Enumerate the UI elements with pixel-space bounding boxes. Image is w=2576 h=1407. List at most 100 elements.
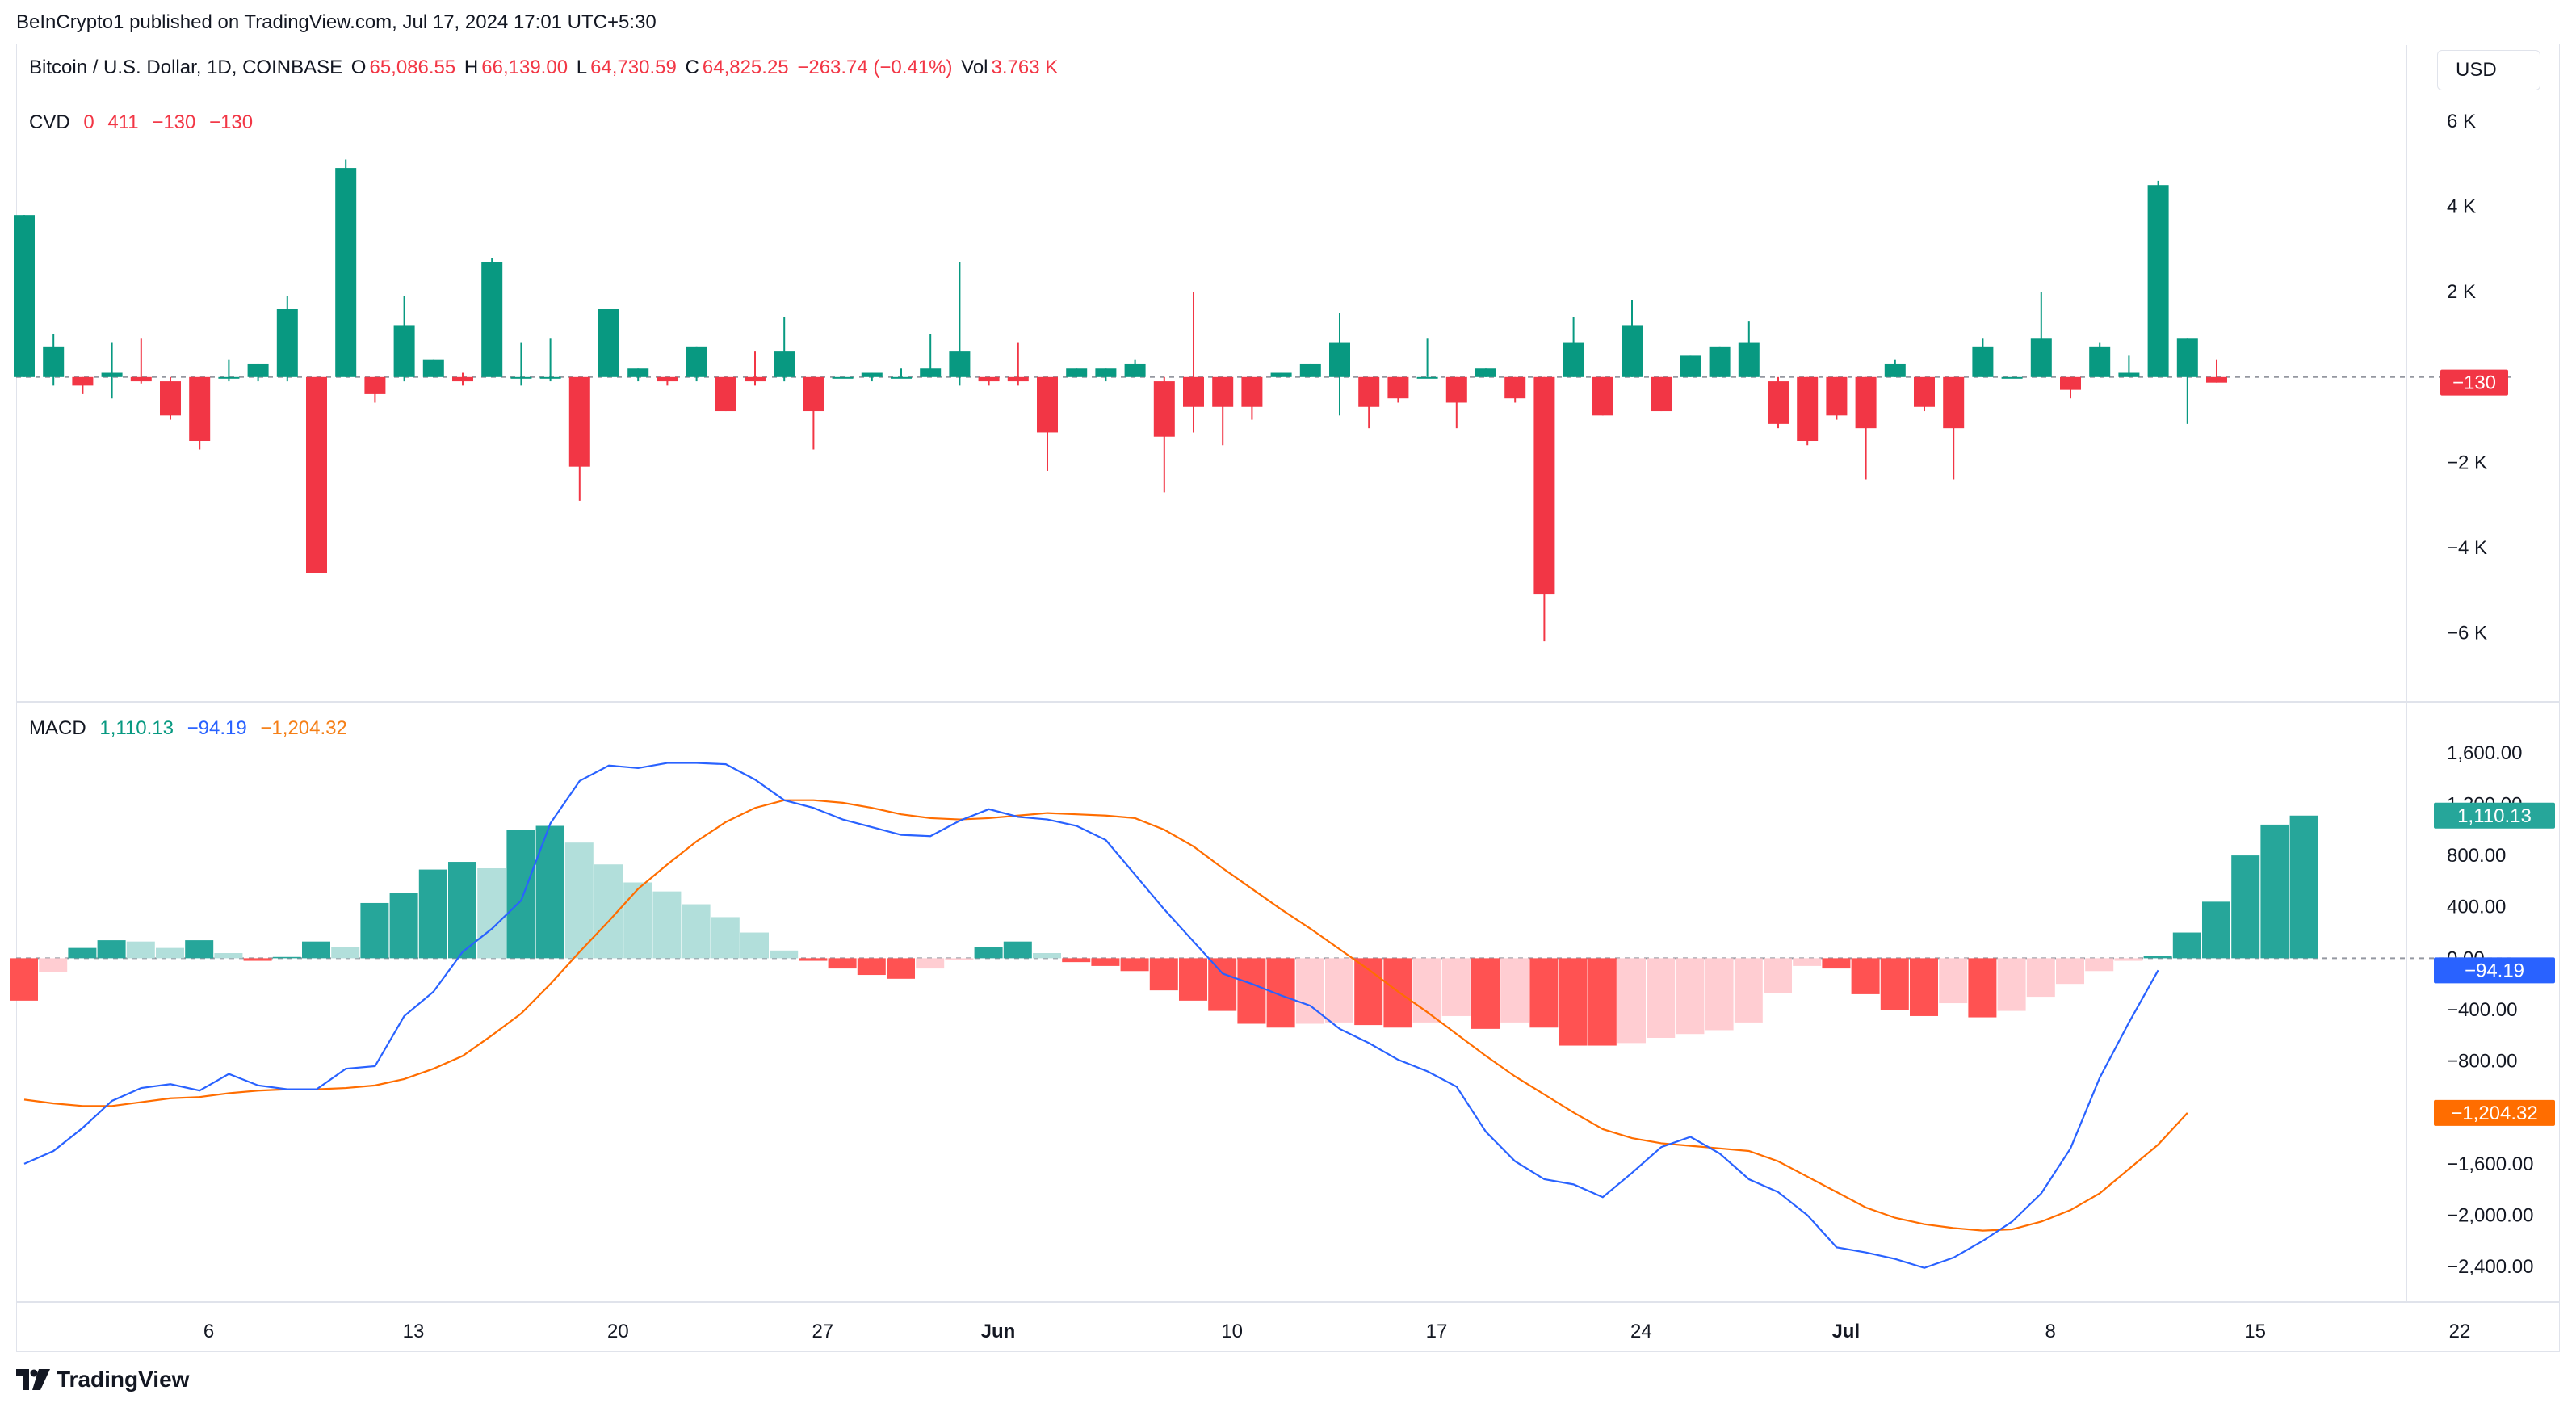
macd-histogram-bar <box>1734 958 1763 1023</box>
time-axis-label: 24 <box>1630 1321 1652 1342</box>
macd-histogram-bar <box>1676 958 1705 1035</box>
cvd-candle <box>1270 372 1292 377</box>
cvd-candle <box>218 376 240 379</box>
macd-axis-label: 400.00 <box>2447 897 2506 918</box>
cvd-candle <box>2060 376 2081 390</box>
cvd-candle <box>891 376 912 379</box>
macd-histogram-bar <box>1325 958 1353 1023</box>
macd-histogram-bar <box>1120 958 1149 972</box>
macd-line-value: −94.19 <box>187 717 247 739</box>
macd-histogram-bar <box>68 947 97 959</box>
cvd-legend[interactable]: CVD 0 411 −130 −130 <box>29 111 261 134</box>
macd-histogram-bar <box>799 958 828 961</box>
macd-histogram-bar <box>2231 855 2260 959</box>
open-label: O <box>350 57 367 78</box>
cvd-axis-label: −6 K <box>2447 623 2487 645</box>
symbol-header: Bitcoin / U.S. Dollar, 1D, COINBASE O 65,… <box>29 57 1061 79</box>
macd-histogram-bar <box>2202 901 2230 959</box>
macd-histogram-bar <box>2085 958 2114 972</box>
macd-line-tag-box <box>2434 957 2555 984</box>
macd-histogram-bar <box>652 891 682 959</box>
cvd-candle <box>686 346 707 377</box>
cvd-candle <box>189 376 211 441</box>
cvd-candle <box>1738 342 1760 377</box>
cvd-last-tag-box <box>2440 369 2508 396</box>
macd-histogram-bar <box>389 892 418 959</box>
macd-histogram-bar <box>2289 815 2318 959</box>
pane-divider[interactable] <box>16 701 2560 703</box>
time-axis-label: 22 <box>2449 1321 2471 1342</box>
cvd-candle <box>1622 326 1643 377</box>
cvd-candle <box>1504 376 1526 399</box>
macd-histogram-bar <box>1880 958 1909 1010</box>
macd-histogram-bar <box>1033 953 1061 959</box>
macd-histogram-bar <box>1764 958 1792 993</box>
macd-legend[interactable]: MACD 1,110.13 −94.19 −1,204.32 <box>29 717 355 740</box>
time-axis-label: 10 <box>1221 1321 1243 1342</box>
macd-histogram-bar <box>477 868 506 959</box>
open-value: 65,086.55 <box>369 57 456 78</box>
cvd-candle <box>43 346 65 377</box>
macd-axis-label: −800.00 <box>2447 1051 2517 1073</box>
macd-histogram-bar <box>1383 958 1412 1028</box>
cvd-candle <box>2001 376 2023 379</box>
macd-histogram-bar <box>1559 958 1588 1046</box>
cvd-last-tag: −130 <box>2452 372 2496 394</box>
volume-value: 3.763 K <box>991 57 1059 78</box>
macd-histogram-bar <box>945 958 974 960</box>
cvd-candle <box>1855 376 1877 429</box>
tradingview-brand: TradingView <box>57 1367 190 1392</box>
cvd-candle <box>481 262 503 377</box>
macd-histogram-bar <box>214 953 243 959</box>
cvd-candle <box>920 368 942 377</box>
cvd-candle <box>861 372 883 377</box>
macd-histogram-value: 1,110.13 <box>99 717 174 739</box>
macd-axis-label: −400.00 <box>2447 999 2517 1021</box>
macd-histogram-bar <box>243 958 272 961</box>
time-axis-label: 20 <box>607 1321 629 1342</box>
cvd-candle <box>276 309 298 377</box>
cvd-candle <box>1358 376 1380 407</box>
time-axis-label: 13 <box>403 1321 425 1342</box>
macd-histogram-bar <box>564 842 594 959</box>
macd-histogram-bar <box>1149 958 1178 991</box>
macd-signal-tag: −1,204.32 <box>2451 1102 2537 1124</box>
macd-line-tag: −94.19 <box>2465 960 2524 981</box>
tradingview-logo-icon <box>16 1369 50 1390</box>
cvd-candle <box>2089 346 2111 377</box>
cvd-candle <box>1387 376 1409 399</box>
macd-histogram-bar <box>1091 958 1120 966</box>
cvd-axis-label: −4 K <box>2447 537 2487 559</box>
cvd-candle <box>539 376 561 379</box>
macd-axis-label: 800.00 <box>2447 845 2506 867</box>
cvd-candle <box>1680 355 1701 377</box>
macd-histogram-bar <box>535 825 564 959</box>
macd-histogram-bar <box>1208 958 1237 1011</box>
macd-histogram-bar <box>857 958 886 976</box>
cvd-candle <box>1651 376 1672 412</box>
macd-histogram-bar <box>1441 958 1471 1016</box>
macd-histogram-bar <box>302 941 330 959</box>
macd-histogram-bar <box>1910 958 1938 1016</box>
cvd-candle <box>1416 376 1438 379</box>
cvd-candle <box>832 376 854 379</box>
macd-histogram-bar <box>1968 958 1997 1018</box>
cvd-value-close: −130 <box>209 111 254 133</box>
macd-histogram-bar <box>1500 958 1529 1023</box>
cvd-candle <box>2118 372 2140 377</box>
symbol-title[interactable]: Bitcoin / U.S. Dollar, 1D, COINBASE <box>29 57 343 78</box>
time-axis-label: Jun <box>981 1321 1016 1342</box>
macd-histogram-bar <box>126 941 155 959</box>
cvd-candle <box>949 351 971 377</box>
macd-axis-label: −2,000.00 <box>2447 1205 2533 1227</box>
close-value: 64,825.25 <box>702 57 789 78</box>
cvd-candle <box>422 359 444 377</box>
macd-histogram-bar <box>916 958 945 969</box>
macd-histogram-bar <box>39 958 68 972</box>
currency-button[interactable]: USD <box>2437 50 2540 90</box>
macd-line <box>23 762 2159 1269</box>
cvd-candle <box>774 351 795 377</box>
cvd-candle <box>1037 376 1058 433</box>
macd-histogram-bar <box>97 940 126 959</box>
